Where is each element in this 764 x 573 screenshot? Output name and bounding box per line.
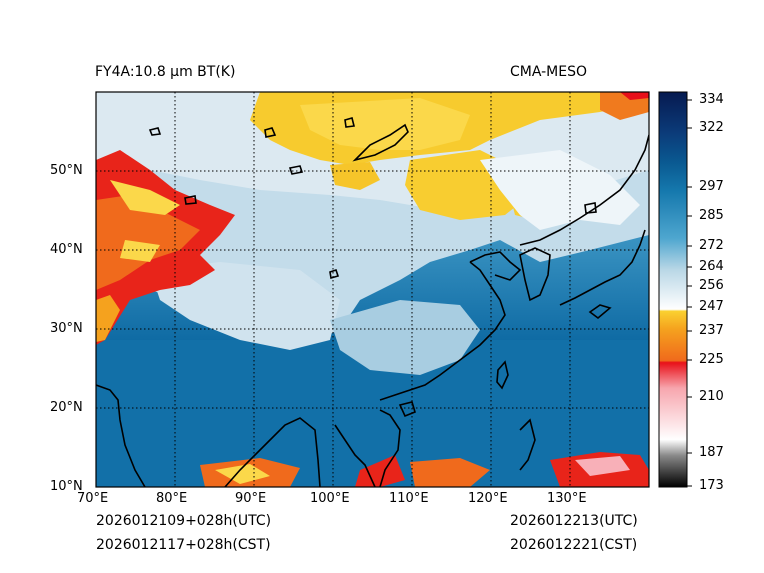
lat-tick: 40°N [50, 242, 83, 257]
lon-tick: 70°E [77, 491, 109, 506]
colorbar-label: 173 [699, 478, 724, 493]
lat-tick: 20°N [50, 400, 83, 415]
map-frame [95, 91, 650, 488]
lon-tick: 90°E [235, 491, 267, 506]
colorbar-label: 322 [699, 120, 724, 135]
colorbar-label: 297 [699, 179, 724, 194]
colorbar-label: 225 [699, 352, 724, 367]
model-name: CMA-MESO [510, 64, 588, 80]
colorbar [659, 92, 687, 487]
lon-tick: 100°E [310, 491, 350, 506]
lon-tick: 130°E [547, 491, 587, 506]
colorbar-ticks [687, 99, 692, 487]
colorbar-label: 247 [699, 299, 724, 314]
colorbar-label: 334 [699, 92, 724, 107]
colorbar-label: 187 [699, 445, 724, 460]
colorbar-label: 272 [699, 238, 724, 253]
valid-time-cst: 2026012221(CST) [510, 537, 638, 553]
init-time-utc: 2026012109+028h(UTC) [96, 513, 272, 529]
colorbar-label: 285 [699, 208, 724, 223]
lon-tick: 80°E [156, 491, 188, 506]
lat-tick: 50°N [50, 163, 83, 178]
colorbar-label: 237 [699, 323, 724, 338]
lat-tick: 30°N [50, 321, 83, 336]
coastlines [96, 117, 649, 487]
init-time-cst: 2026012117+028h(CST) [96, 537, 271, 553]
lon-tick: 110°E [389, 491, 429, 506]
bt-field [96, 92, 649, 487]
colorbar-label: 256 [699, 278, 724, 293]
map-title: FY4A:10.8 µm BT(K) [95, 64, 236, 80]
lon-tick: 120°E [468, 491, 508, 506]
valid-time-utc: 2026012213(UTC) [510, 513, 638, 529]
colorbar-label: 264 [699, 259, 724, 274]
lat-tick: 10°N [50, 479, 83, 494]
colorbar-label: 210 [699, 389, 724, 404]
gridlines [96, 92, 649, 487]
colorbar-frame [658, 91, 688, 488]
